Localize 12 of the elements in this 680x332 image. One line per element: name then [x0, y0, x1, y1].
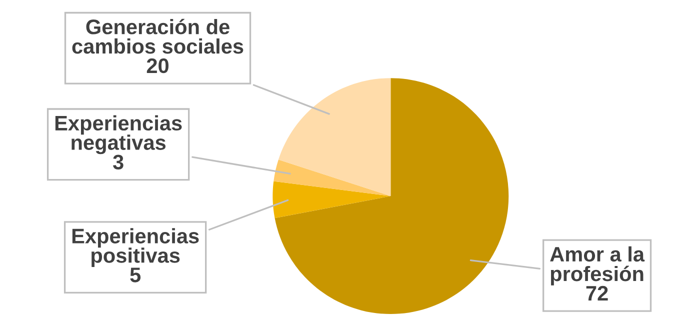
pie-slice — [274, 78, 509, 314]
slice-label: Experiencias positivas — [72, 228, 199, 268]
pie-slice — [272, 181, 391, 218]
slice-label: Generación de cambios sociales — [72, 18, 244, 54]
data-label: 20 — [146, 58, 168, 74]
slice-label: Experiencias negativas — [55, 115, 182, 154]
pie-slice — [274, 160, 391, 196]
pie-slice — [278, 78, 391, 196]
data-label: 72 — [586, 286, 608, 300]
data-label: 3 — [113, 154, 124, 170]
data-label: 5 — [130, 268, 141, 282]
slice-label: Amor a la profesión — [550, 246, 645, 286]
